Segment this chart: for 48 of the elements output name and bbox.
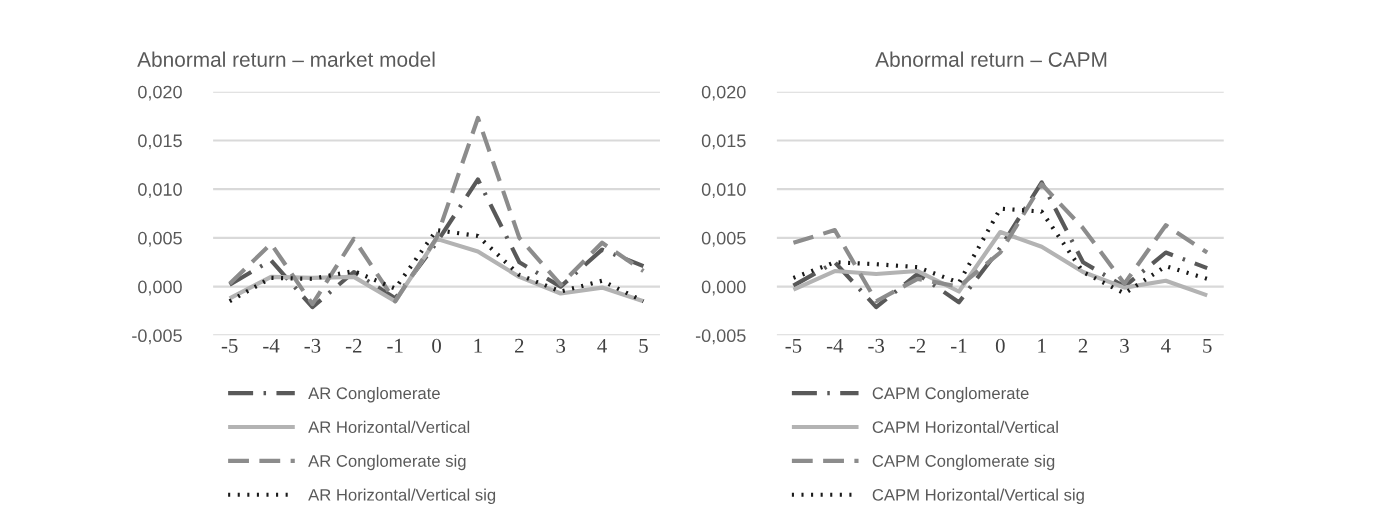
x-tick-label: 1 (1038, 338, 1046, 353)
line-series (227, 177, 646, 310)
x-tick-label: 0 (995, 338, 1005, 353)
legend-label: CAPM Conglomerate sig (872, 454, 1055, 471)
x-tick-label: 2 (515, 338, 524, 353)
x-tick-label: -5 (785, 338, 802, 353)
x-tick-label: -2 (909, 338, 926, 353)
y-tick-label: 0,010 (138, 183, 182, 199)
y-tick-label: 0,000 (701, 280, 746, 296)
line-series (227, 115, 646, 307)
x-tick-label: 5 (639, 338, 648, 353)
x-tick-label: 3 (1120, 338, 1129, 353)
legend-label: AR Conglomerate sig (308, 454, 466, 471)
x-tick-label: -5 (221, 338, 238, 353)
x-tick-label: -4 (826, 338, 844, 353)
y-tick-label: 0,015 (701, 134, 746, 150)
x-tick-label: -3 (868, 338, 885, 353)
x-tick-label: -1 (387, 338, 403, 353)
y-tick-label: -0,005 (695, 329, 746, 345)
x-tick-label: 4 (597, 338, 607, 353)
x-tick-label: -2 (345, 338, 362, 353)
y-tick-label: 0,020 (138, 85, 182, 101)
x-tick-label: 1 (474, 338, 482, 353)
y-tick-label: 0,000 (138, 280, 182, 296)
x-tick-label: -3 (304, 338, 321, 353)
legend-label: AR Horizontal/Vertical (308, 420, 470, 434)
legend-label: AR Horizontal/Vertical sig (308, 488, 496, 505)
x-tick-label: 3 (556, 338, 566, 353)
legend-label: CAPM Conglomerate (872, 386, 1029, 403)
y-tick-label: 0,020 (701, 85, 746, 101)
x-tick-label: -1 (951, 338, 967, 353)
y-tick-label: 0,010 (701, 183, 746, 199)
chart-title: Abnormal return – CAPM (875, 51, 1107, 67)
y-tick-label: -0,005 (132, 329, 182, 345)
x-tick-label: 0 (432, 338, 441, 353)
legend-label: CAPM Horizontal/Vertical (872, 420, 1058, 434)
y-tick-label: 0,015 (138, 134, 182, 150)
x-tick-label: 2 (1078, 338, 1088, 353)
y-tick-label: 0,005 (138, 231, 182, 247)
x-tick-label: -4 (263, 338, 280, 353)
x-tick-label: 5 (1203, 338, 1212, 353)
line-series (791, 229, 1210, 298)
y-tick-label: 0,005 (701, 231, 746, 247)
legend-label: AR Conglomerate (308, 386, 440, 403)
line-series (791, 206, 1210, 296)
x-tick-label: 4 (1161, 338, 1171, 353)
chart-title: Abnormal return – market model (137, 51, 435, 67)
legend-label: CAPM Horizontal/Vertical sig (872, 488, 1084, 505)
